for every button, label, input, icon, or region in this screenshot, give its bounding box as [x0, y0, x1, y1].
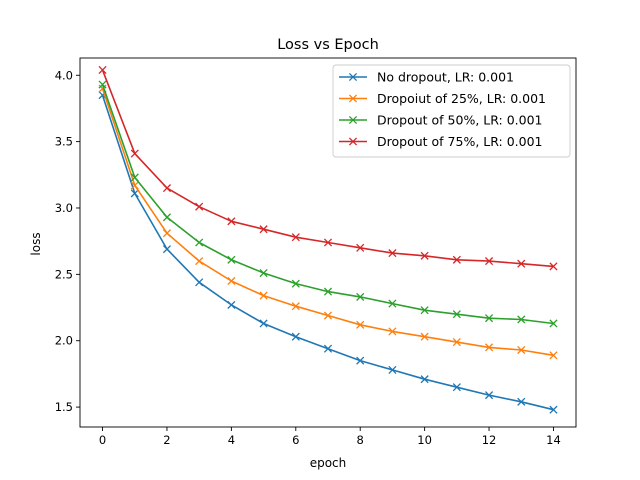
x-tick-label: 0: [99, 433, 106, 447]
data-point: [484, 257, 494, 266]
legend-label: Dropout of 75%, LR: 0.001: [377, 134, 543, 149]
data-point: [517, 259, 526, 268]
data-point: [291, 233, 300, 242]
y-tick-label: 3.0: [55, 201, 73, 215]
data-point: [549, 405, 558, 414]
data-point: [291, 332, 300, 341]
x-tick-label: 14: [546, 433, 561, 447]
data-point: [323, 287, 333, 296]
legend-marker: [348, 115, 358, 125]
chart-title: Loss vs Epoch: [277, 37, 379, 53]
data-point: [452, 255, 461, 264]
data-point: [420, 375, 429, 384]
data-point: [195, 202, 204, 211]
data-point: [130, 189, 139, 198]
data-point: [484, 314, 494, 323]
data-point: [388, 299, 397, 308]
data-point: [259, 268, 268, 278]
y-tick-label: 3.5: [55, 135, 73, 149]
y-tick-label: 4.0: [55, 68, 73, 82]
x-axis-label: epoch: [310, 456, 347, 470]
data-point: [259, 319, 268, 328]
data-point: [130, 149, 139, 158]
data-point: [517, 397, 526, 406]
data-point: [549, 351, 558, 360]
data-point: [98, 65, 107, 75]
data-point: [162, 184, 172, 193]
data-point: [130, 181, 139, 190]
data-point: [517, 315, 526, 324]
data-point: [356, 320, 365, 329]
data-point: [420, 251, 429, 260]
legend: No dropout, LR: 0.001 Dropoiut of 25%, LR…: [332, 64, 571, 158]
x-axis-ticks: 0 2 4 6 8 10 12 14: [99, 427, 561, 447]
legend-box: [332, 64, 571, 158]
data-point: [388, 249, 397, 258]
data-point: [195, 257, 204, 266]
data-point: [323, 238, 333, 247]
data-point: [98, 80, 107, 89]
data-point: [291, 279, 300, 288]
x-tick-label: 8: [357, 433, 364, 447]
x-tick-label: 6: [292, 433, 299, 447]
y-axis-label: loss: [29, 232, 43, 255]
data-point: [484, 343, 494, 352]
data-point: [420, 332, 429, 341]
data-point: [356, 292, 365, 301]
data-point: [130, 173, 139, 182]
plot-area: [79, 57, 577, 428]
data-point: [227, 276, 236, 286]
data-point: [291, 302, 300, 311]
legend-label: No dropout, LR: 0.001: [377, 70, 514, 85]
y-tick-label: 2.5: [55, 267, 73, 281]
data-point: [162, 245, 172, 254]
data-point: [227, 300, 236, 309]
data-point: [452, 337, 461, 347]
data-point: [388, 365, 397, 374]
data-point: [195, 278, 204, 287]
data-point: [227, 255, 236, 264]
legend-marker: [348, 137, 358, 146]
data-point: [323, 344, 333, 353]
plot-frame: [79, 57, 577, 428]
x-tick-label: 12: [482, 433, 497, 447]
data-point: [195, 238, 204, 247]
x-tick-label: 10: [417, 433, 432, 447]
data-point: [356, 243, 365, 252]
legend-marker: [348, 94, 358, 103]
data-point: [259, 291, 268, 300]
y-tick-label: 2.0: [55, 334, 73, 348]
legend-marker: [348, 72, 358, 82]
data-point: [162, 213, 172, 222]
data-point: [452, 383, 461, 392]
data-point: [356, 356, 365, 365]
data-point: [420, 306, 429, 315]
data-point: [549, 319, 558, 328]
y-axis-ticks: 1.5 2.0 2.5 3.0 3.5 4.0: [55, 68, 80, 414]
x-tick-label: 4: [228, 433, 235, 447]
data-point: [517, 345, 526, 355]
data-point: [549, 262, 558, 271]
legend-label: Dropoiut of 25%, LR: 0.001: [377, 91, 546, 106]
data-point: [162, 229, 172, 238]
data-point: [323, 311, 333, 320]
data-point: [227, 217, 236, 226]
data-point: [452, 310, 461, 319]
data-point: [259, 225, 268, 234]
legend-label: Dropout of 50%, LR: 0.001: [377, 113, 543, 128]
data-point: [484, 391, 494, 400]
y-tick-label: 1.5: [55, 400, 73, 414]
data-point: [388, 327, 397, 336]
x-tick-label: 2: [163, 433, 170, 447]
